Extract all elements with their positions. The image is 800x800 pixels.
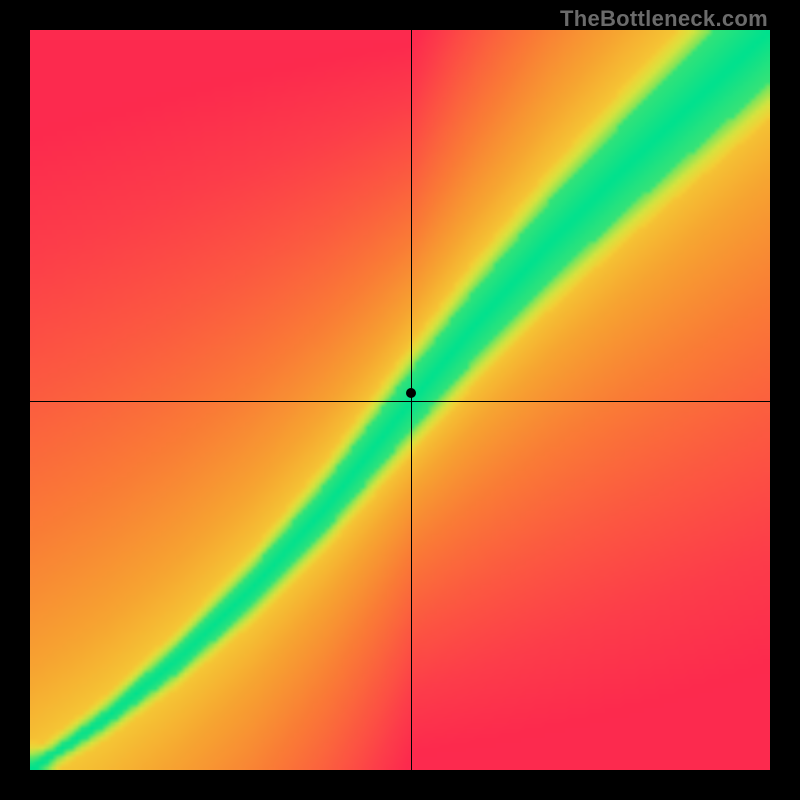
crosshair-horizontal: [30, 401, 770, 402]
center-marker: [406, 388, 416, 398]
plot-area: [30, 30, 770, 770]
watermark-text: TheBottleneck.com: [560, 6, 768, 32]
